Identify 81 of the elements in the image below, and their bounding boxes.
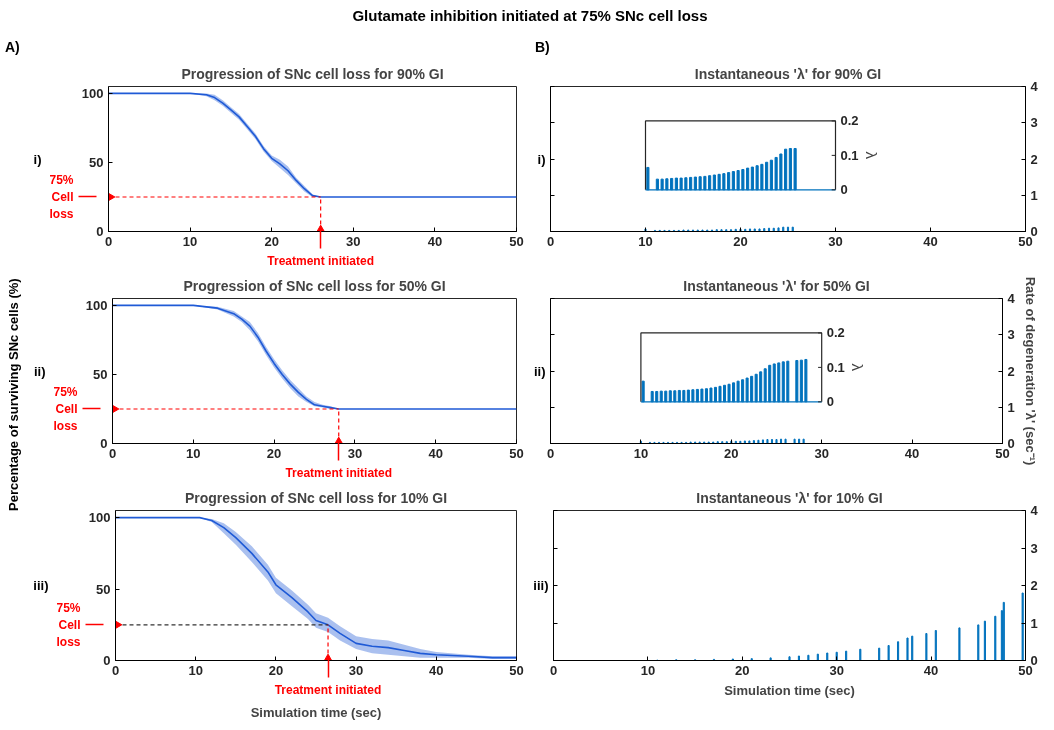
x-tick-label: 10 <box>182 233 198 249</box>
x-tick-label: 50 <box>509 445 524 461</box>
x-tick-label: 50 <box>509 233 524 249</box>
y2-tick-label: 1 <box>1030 615 1038 631</box>
text: i) <box>537 151 546 167</box>
x-tick-label: 0 <box>546 445 555 461</box>
annotation: 75% Cell loss <box>53 385 78 433</box>
y2-tick-label: 3 <box>1007 327 1015 343</box>
y-tick-label: 0.1 <box>840 147 859 163</box>
chart-title: Instantaneous 'λ' for 10% GI <box>696 489 883 506</box>
y-tick-label: 0.1 <box>826 359 845 375</box>
y-tick-label: 0 <box>840 182 848 198</box>
chart-title: Instantaneous 'λ' for 90% GI <box>694 65 882 82</box>
y-tick-label: 50 <box>96 581 111 597</box>
y2-tick-label: 2 <box>1030 151 1038 167</box>
text: ii) <box>533 363 546 379</box>
chart-title: Progression of SNc cell loss for 90% GI <box>181 65 444 82</box>
y2-tick-label: 2 <box>1030 578 1038 593</box>
y-tick-label: 0 <box>826 394 834 410</box>
y-tick-label: 100 <box>88 510 111 526</box>
x-tick-label: 20 <box>264 233 279 249</box>
x-tick-label: 20 <box>733 233 748 249</box>
y2-tick-label: 4 <box>1007 291 1016 306</box>
x-tick-label: 10 <box>633 445 649 461</box>
y2-tick-label: 4 <box>1030 79 1039 94</box>
y-axis-title: λ <box>849 363 867 372</box>
x-tick-label: 30 <box>828 233 843 249</box>
x-tick-label: 40 <box>429 662 444 678</box>
x-tick-label: 0 <box>546 233 555 249</box>
text: Glutamate inhibition initiated at 75% SNc cell loss <box>352 6 708 26</box>
x-tick-label: 30 <box>346 233 361 249</box>
text: i) <box>33 151 42 167</box>
x-tick-label: 0 <box>549 662 558 678</box>
x-tick-label: 40 <box>923 233 938 249</box>
annotation: 75% Cell loss <box>49 173 74 221</box>
chart-title: Instantaneous 'λ' for 50% GI <box>683 277 870 294</box>
annotation: Treatment initiated <box>267 253 374 268</box>
y2-tick-label: 2 <box>1007 363 1015 379</box>
text: ii) <box>33 363 46 379</box>
x-tick-label: 40 <box>427 233 443 249</box>
text: A) <box>5 38 20 57</box>
x-tick-label: 30 <box>814 445 829 461</box>
y-tick-label: 100 <box>81 85 104 101</box>
text: B) <box>535 38 550 57</box>
x-tick-label: 30 <box>829 662 844 678</box>
y2-tick-label: 1 <box>1030 187 1038 203</box>
y-tick-label: 50 <box>93 366 108 382</box>
text: iii) <box>533 578 549 593</box>
x-tick-label: 10 <box>640 662 656 678</box>
y2-tick-label: 4 <box>1030 503 1039 518</box>
x-tick-label: 20 <box>724 445 739 461</box>
x-axis-title: Simulation time (sec) <box>724 682 855 698</box>
y-tick-label: 100 <box>85 297 108 313</box>
x-tick-label: 10 <box>188 662 203 678</box>
chart-title: Progression of SNc cell loss for 50% GI <box>183 277 446 294</box>
x-tick-label: 10 <box>638 233 653 249</box>
x-tick-label: 40 <box>428 445 443 461</box>
x-tick-label: 30 <box>347 445 363 461</box>
y2-tick-label: 1 <box>1007 399 1015 415</box>
annotation: Treatment initiated <box>274 682 382 697</box>
y2-axis-title: Rate of degeneration 'λ' (sec⁻¹) <box>1022 276 1038 466</box>
x-tick-label: 20 <box>268 662 284 678</box>
x-tick-label: 50 <box>509 662 524 678</box>
y-tick-label: 0.2 <box>826 325 845 341</box>
y-tick-label: 50 <box>89 154 104 170</box>
x-tick-label: 20 <box>735 662 750 678</box>
y2-tick-label: 3 <box>1030 540 1038 556</box>
x-tick-label: 10 <box>186 445 201 461</box>
x-tick-label: 40 <box>923 662 939 678</box>
y-axis-title: λ <box>863 151 880 160</box>
x-tick-label: 20 <box>266 445 282 461</box>
text: iii) <box>33 578 49 593</box>
annotation: 75% Cell loss <box>56 600 81 649</box>
y-tick-label: 0.2 <box>840 113 859 129</box>
y2-tick-label: 3 <box>1030 115 1038 131</box>
x-tick-label: 40 <box>904 445 920 461</box>
x-axis-title: Simulation time (sec) <box>250 704 382 720</box>
annotation: Treatment initiated <box>285 465 393 480</box>
chart-title: Progression of SNc cell loss for 10% GI <box>184 489 448 506</box>
y-axis-title: Percentage of surviving SNc cells (%) <box>5 278 22 512</box>
x-tick-label: 30 <box>348 662 364 678</box>
